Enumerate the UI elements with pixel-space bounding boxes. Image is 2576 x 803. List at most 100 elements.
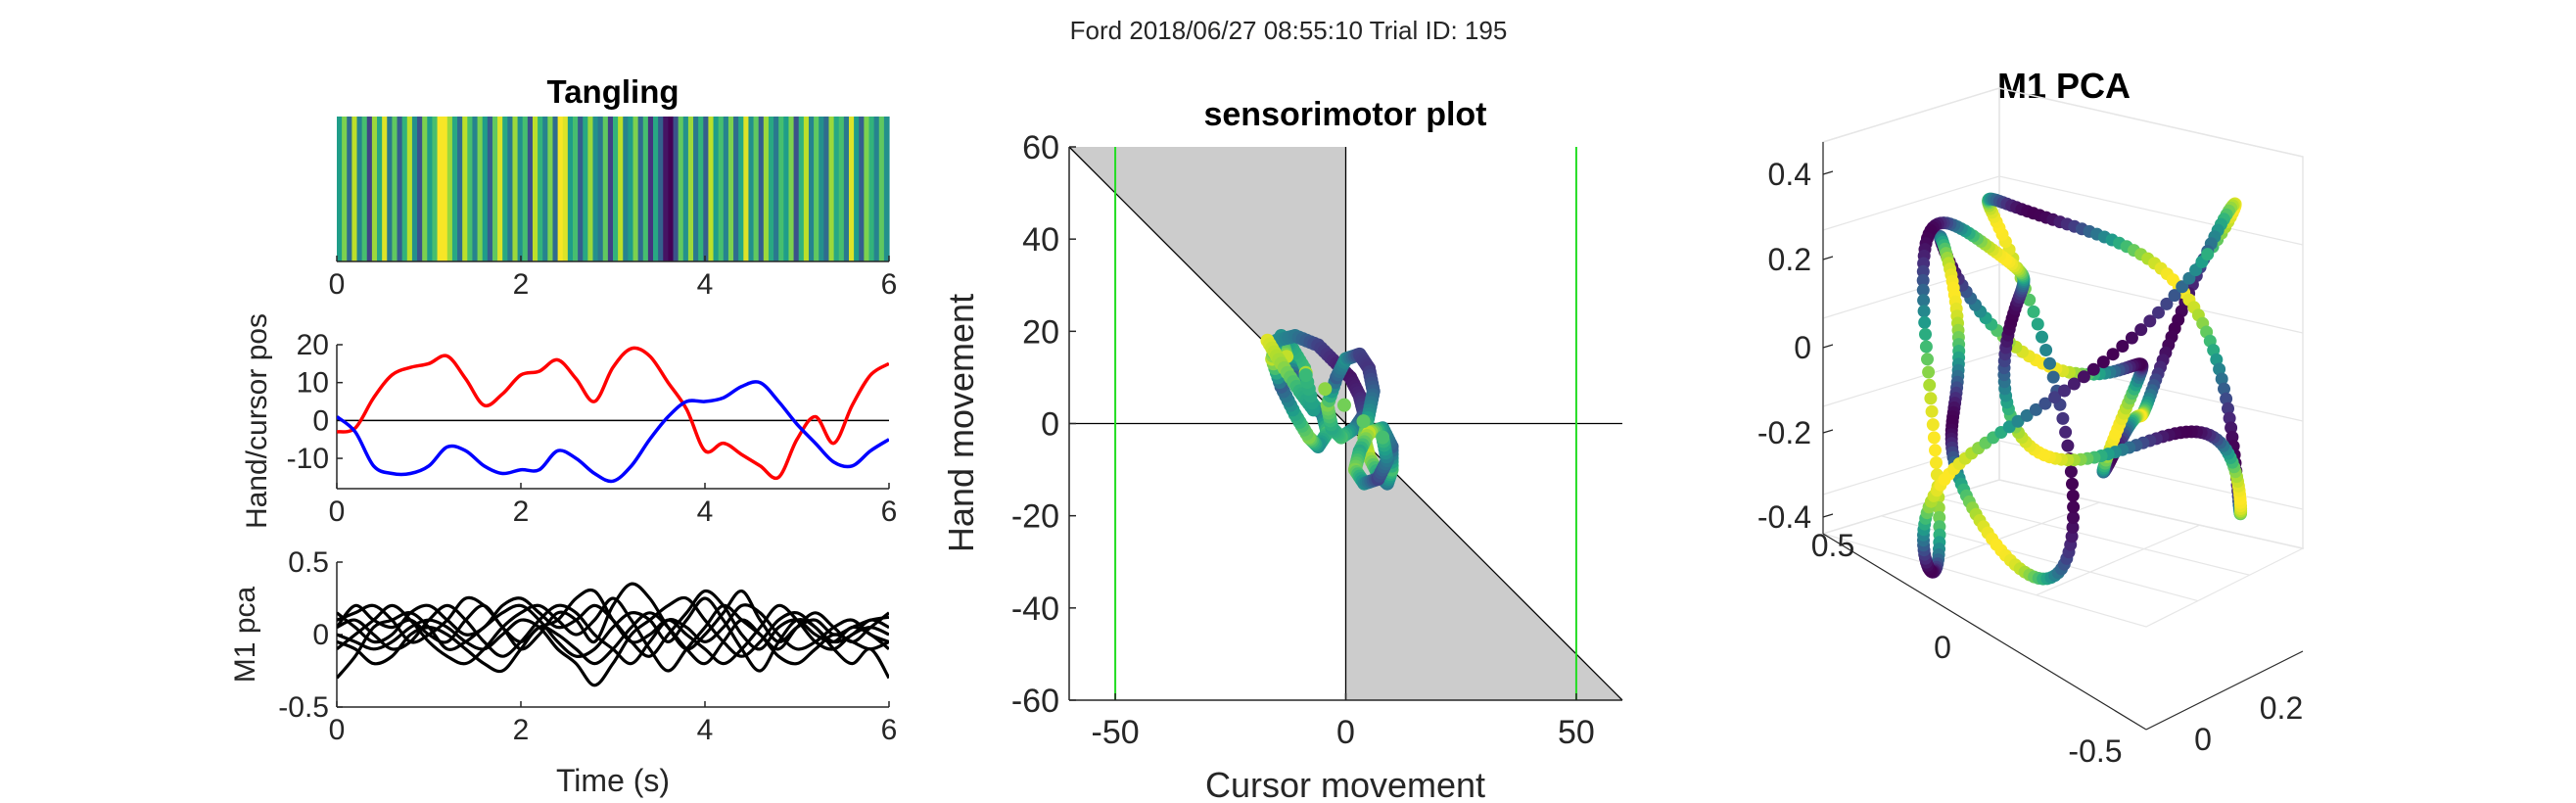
- tangling-cell: [642, 117, 649, 261]
- tangling-cell: [411, 117, 418, 261]
- tangling-cell: [406, 117, 413, 261]
- tangling-cell: [773, 117, 779, 261]
- tangling-cell: [347, 117, 352, 261]
- m1pca-3d-z-tick-label: 0: [1794, 330, 1811, 365]
- m1pca-3d-point: [2134, 323, 2148, 337]
- m1pca-3d-floor-grid: [1939, 497, 2250, 576]
- tangling-heatmap: [337, 117, 890, 261]
- tangling-cell: [547, 117, 554, 261]
- tangling-cell: [442, 117, 448, 261]
- tangling-cell: [768, 117, 774, 261]
- m1pca-3d-gridline: [1822, 175, 2304, 246]
- tangling-cell: [337, 117, 343, 261]
- tangling-cell: [647, 117, 654, 261]
- handcursor-y-tick-label: 20: [297, 329, 329, 361]
- sensorimotor-point: [1376, 430, 1390, 445]
- tangling-cell: [371, 117, 378, 261]
- m1pca-3d-point: [1916, 273, 1930, 287]
- tangling-cell: [492, 117, 498, 261]
- m1pca-3d-point: [2210, 353, 2224, 366]
- tangling-cell: [613, 117, 619, 261]
- sensorimotor-panel: sensorimotor plot -50 0 50 -60 -40 -20 0 20 40 60…: [941, 96, 1623, 803]
- tangling-cell: [618, 117, 624, 261]
- tangling-cell: [808, 117, 815, 261]
- m1pca-3d-x-tick-label: 0: [2194, 722, 2212, 757]
- tangling-cell: [793, 117, 800, 261]
- tangling-cell: [487, 117, 493, 261]
- tangling-cell: [733, 117, 739, 261]
- tangling-cell: [462, 117, 468, 261]
- handcursor-series-line-0: [337, 346, 889, 481]
- sensorimotor-quadrants: [1068, 146, 1623, 701]
- m1pca-3d-point: [1923, 378, 1937, 392]
- tangling-cell: [668, 117, 675, 261]
- tangling-cell: [557, 117, 564, 261]
- tangling-cell: [366, 117, 373, 261]
- tangling-cell: [682, 117, 689, 261]
- m1pca-time-y-tick-label: 0.5: [288, 546, 329, 579]
- tangling-cell: [748, 117, 755, 261]
- tangling-cell: [628, 117, 634, 261]
- m1pca-3d-point: [2160, 297, 2174, 310]
- tangling-cell: [597, 117, 604, 261]
- m1pca-3d-x-tick-label: 0.2: [2260, 690, 2303, 726]
- m1pca-3d-point: [2038, 397, 2052, 410]
- sensorimotor-y-tick-label: 60: [1022, 129, 1059, 166]
- tangling-cell: [783, 117, 790, 261]
- m1pca-3d-point: [2201, 248, 2215, 261]
- m1pca-3d-point: [1916, 264, 1930, 278]
- m1pca-3d-point: [2043, 356, 2056, 370]
- handcursor-y-tick-label: -10: [287, 443, 329, 475]
- tangling-cell: [602, 117, 609, 261]
- tangling-cell: [823, 117, 830, 261]
- tangling-cell: [713, 117, 720, 261]
- tangling-cell: [451, 117, 458, 261]
- tangling-cell: [738, 117, 744, 261]
- sensorimotor-title: sensorimotor plot: [1203, 96, 1486, 133]
- tangling-cell: [854, 117, 860, 261]
- m1pca-3d-point: [1929, 444, 1942, 457]
- m1pca-3d-point: [2086, 362, 2100, 376]
- m1pca-3d-point: [2067, 511, 2080, 524]
- m1pca-time-x-tick-label: 6: [881, 714, 898, 746]
- tangling-cell: [342, 117, 348, 261]
- tangling-cell: [778, 117, 784, 261]
- m1pca-3d-point: [1930, 456, 1943, 469]
- tangling-cell: [472, 117, 479, 261]
- m1pca-3d-point: [2029, 402, 2042, 416]
- tangling-cell: [703, 117, 710, 261]
- m1pca-3d-point: [2125, 331, 2138, 345]
- tangling-cell: [663, 117, 669, 261]
- handcursor-series: [337, 346, 889, 484]
- tangling-cell: [562, 117, 569, 261]
- m1pca-3d-y-tick-label: 0.5: [1811, 528, 1854, 563]
- tangling-cell: [798, 117, 805, 261]
- m1pca-3d-point: [1924, 392, 1938, 405]
- tangling-cell: [883, 117, 890, 261]
- tangling-x-tick-label: 6: [881, 268, 898, 301]
- m1pca-3d-floor-grid: [1881, 515, 2198, 602]
- m1pca-3d-point: [2116, 340, 2130, 353]
- m1pca-3d-point: [2096, 355, 2110, 369]
- handcursor-y-tick-label: 10: [297, 367, 329, 400]
- tangling-cell: [833, 117, 840, 261]
- m1pca-3d-point: [2220, 392, 2233, 405]
- m1pca-time-xlabel: Time (s): [556, 763, 670, 798]
- m1pca-3d-point: [2036, 330, 2048, 344]
- m1pca-3d-point: [2031, 317, 2044, 331]
- tangling-cell: [678, 117, 684, 261]
- sensorimotor-x-tick-label: -50: [1092, 714, 1140, 751]
- m1pca-3d-z-tick: [1822, 513, 1834, 518]
- m1pca-3d-z-tick-label: 0.4: [1768, 157, 1811, 192]
- tangling-cell: [843, 117, 850, 261]
- m1pca-3d-point: [1926, 418, 1940, 432]
- tangling-cell: [673, 117, 679, 261]
- m1pca-3d-point: [2027, 305, 2040, 318]
- m1pca-3d-point: [2152, 306, 2165, 319]
- tangling-cell: [382, 117, 388, 261]
- handcursor-ylabel: Hand/cursor pos: [241, 313, 273, 529]
- tangling-cell: [457, 117, 463, 261]
- tangling-cell: [693, 117, 699, 261]
- m1pca-time-x-tick-label: 2: [513, 714, 530, 746]
